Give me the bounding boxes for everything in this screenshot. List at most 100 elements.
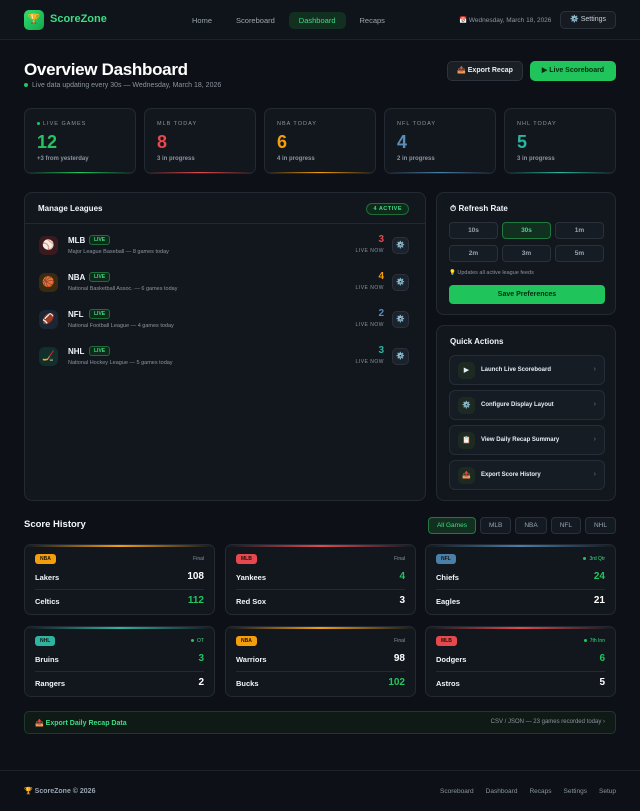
nav-link[interactable]: Home bbox=[192, 16, 213, 25]
nav-link[interactable]: Recaps bbox=[359, 16, 385, 25]
footer-link[interactable]: Dashboard bbox=[485, 788, 518, 795]
team-score: 24 bbox=[593, 571, 605, 582]
action-label: View Daily Recap Summary bbox=[481, 437, 560, 443]
section-title: Score History bbox=[24, 519, 86, 530]
quick-action[interactable]: 📤 Export Score History › bbox=[449, 460, 605, 490]
league-badge: NBA bbox=[35, 554, 56, 564]
refresh-option[interactable]: 1m bbox=[555, 222, 604, 239]
quick-action[interactable]: ▶ Launch Live Scoreboard › bbox=[449, 355, 605, 385]
export-button[interactable]: 📤 Export Recap bbox=[447, 61, 523, 81]
live-count: 3 bbox=[378, 345, 384, 356]
refresh-option[interactable]: 2m bbox=[449, 245, 498, 262]
status-text: Final bbox=[394, 556, 405, 562]
stat-accent bbox=[385, 172, 495, 173]
game-card[interactable]: MLB 7th Inn Dodgers 6 Astros 5 bbox=[425, 626, 616, 697]
league-badge: NFL bbox=[436, 554, 456, 564]
filter-tab[interactable]: NBA bbox=[515, 517, 547, 534]
nav-link[interactable]: Dashboard bbox=[288, 12, 346, 29]
footer-link[interactable]: Recaps bbox=[529, 788, 552, 795]
filters: All Games MLB NBA NFL NHL bbox=[427, 517, 616, 534]
team-score: 108 bbox=[187, 571, 204, 582]
header: 🏆 ScoreZone Home Scoreboard Dashboard Recap… bbox=[0, 0, 640, 40]
label-text: NHL TODAY bbox=[517, 121, 557, 127]
status-text: Final bbox=[394, 638, 405, 644]
live-count: 2 bbox=[378, 308, 384, 319]
league-description: Major League Baseball — 8 games today bbox=[68, 249, 169, 255]
game-status: Final bbox=[394, 556, 405, 562]
league-badge: NBA bbox=[236, 636, 257, 646]
stat-card: LIVE GAMES 12 +3 from yesterday bbox=[24, 108, 136, 174]
league-badge: MLB bbox=[436, 636, 457, 646]
league-icon: ⚾ bbox=[39, 236, 58, 255]
stat-value: 8 bbox=[157, 132, 168, 152]
card-accent bbox=[25, 627, 214, 629]
save-button[interactable]: Save Preferences bbox=[449, 285, 605, 304]
quick-action[interactable]: ⚙️ Configure Display Layout › bbox=[449, 390, 605, 420]
stat-value: 4 bbox=[397, 132, 408, 152]
action-icon: ⚙️ bbox=[458, 397, 475, 414]
live-count: 3 bbox=[378, 234, 384, 245]
refresh-option[interactable]: 5m bbox=[555, 245, 604, 262]
quick-action[interactable]: 📋 View Daily Recap Summary › bbox=[449, 425, 605, 455]
refresh-option[interactable]: 10s bbox=[449, 222, 498, 239]
brand[interactable]: ScoreZone bbox=[50, 13, 107, 25]
divider bbox=[35, 589, 204, 590]
team-score: 112 bbox=[187, 595, 204, 606]
settings-button[interactable]: ⚙️ bbox=[392, 237, 409, 254]
quick-actions-panel: Quick Actions ▶ Launch Live Scoreboard › ⚙️… bbox=[436, 325, 616, 501]
game-card[interactable]: NBA Final Lakers 108 Celtics 112 bbox=[24, 544, 215, 615]
live-badge: LIVE bbox=[89, 309, 111, 319]
team-score: 98 bbox=[393, 653, 405, 664]
team-name: Warriors bbox=[236, 655, 267, 664]
live-badge: LIVE bbox=[89, 235, 111, 245]
stat-label: LIVE GAMES bbox=[37, 121, 86, 127]
live-badge: LIVE bbox=[89, 346, 111, 356]
team-score: 5 bbox=[599, 677, 605, 688]
team-name: Bucks bbox=[236, 679, 259, 688]
live-button[interactable]: ▶ Live Scoreboard bbox=[530, 61, 616, 81]
footer-link[interactable]: Scoreboard bbox=[440, 788, 474, 795]
footer-link[interactable]: Settings bbox=[563, 788, 588, 795]
filter-tab[interactable]: All Games bbox=[427, 517, 476, 534]
date-text: Wednesday, March 18, 2026 bbox=[468, 17, 552, 24]
game-card[interactable]: NHL OT Bruins 3 Rangers 2 bbox=[24, 626, 215, 697]
team-name: Chiefs bbox=[436, 573, 459, 582]
divider bbox=[25, 223, 425, 224]
nav-link[interactable]: Scoreboard bbox=[236, 16, 275, 25]
filter-tab[interactable]: MLB bbox=[479, 517, 512, 534]
league-row: 🏀 NBA LIVE National Basketball Assoc. — 6 g… bbox=[25, 264, 425, 301]
live-count-label: LIVE NOW bbox=[355, 285, 384, 291]
settings-button[interactable]: ⚙️ Settings bbox=[560, 11, 616, 29]
card-accent bbox=[226, 545, 415, 547]
refresh-option[interactable]: 3m bbox=[502, 245, 551, 262]
game-card[interactable]: NFL 3rd Qtr Chiefs 24 Eagles 21 bbox=[425, 544, 616, 615]
export-bar[interactable]: 📤 Export Daily Recap Data CSV / JSON — 2… bbox=[24, 711, 616, 734]
team-score: 3 bbox=[399, 595, 405, 606]
refresh-option[interactable]: 30s bbox=[502, 222, 551, 239]
footer-links: Scoreboard Dashboard Recaps Settings Setup bbox=[440, 788, 616, 795]
calendar-icon: 📅 bbox=[459, 17, 469, 24]
footer-link[interactable]: Setup bbox=[599, 788, 616, 795]
game-card[interactable]: NBA Final Warriors 98 Bucks 102 bbox=[225, 626, 416, 697]
team-name: Yankees bbox=[236, 573, 267, 582]
stat-value: 12 bbox=[37, 132, 58, 152]
filter-tab[interactable]: NFL bbox=[550, 517, 581, 534]
league-description: National Hockey League — 5 games today bbox=[68, 360, 173, 366]
game-status: OT bbox=[191, 638, 204, 644]
settings-button[interactable]: ⚙️ bbox=[392, 274, 409, 291]
status-text: 7th Inn bbox=[589, 638, 605, 644]
settings-button[interactable]: ⚙️ bbox=[392, 348, 409, 365]
filter-tab[interactable]: NHL bbox=[584, 517, 616, 534]
stat-card: NHL TODAY 5 3 in progress bbox=[504, 108, 616, 174]
chevron: › bbox=[593, 366, 596, 373]
status-text: Final bbox=[193, 556, 204, 562]
refresh-note: 💡 Updates all active league feeds bbox=[449, 270, 534, 276]
leagues-panel: Manage Leagues 4 ACTIVE ⚾ MLB LIVE Major Le… bbox=[24, 192, 426, 501]
label-text: Export Daily Recap Data bbox=[45, 720, 127, 727]
settings-button[interactable]: ⚙️ bbox=[392, 311, 409, 328]
page-subtitle: Live data updating every 30s — Wednesday… bbox=[24, 82, 221, 89]
game-card[interactable]: MLB Final Yankees 4 Red Sox 3 bbox=[225, 544, 416, 615]
logo[interactable]: 🏆 bbox=[24, 10, 44, 30]
team-score: 21 bbox=[593, 595, 605, 606]
